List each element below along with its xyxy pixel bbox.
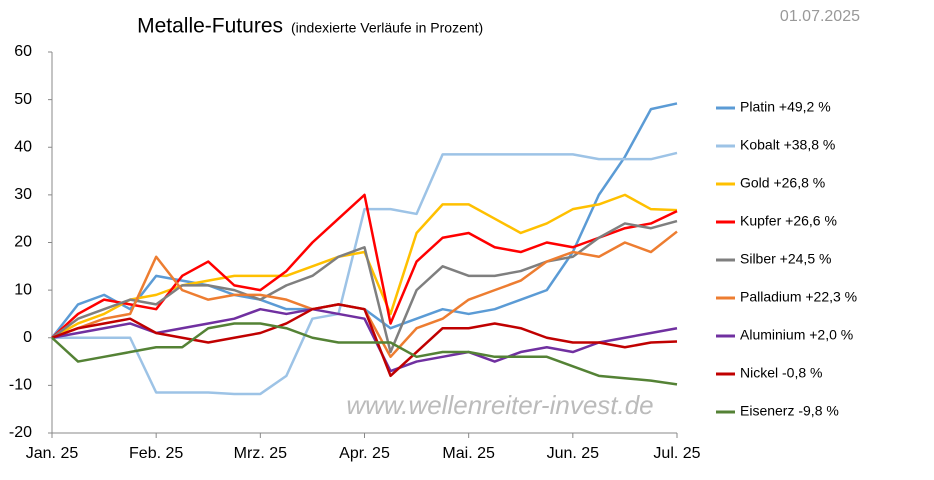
legend-label: Kupfer +26,6 %: [740, 213, 837, 229]
series-line: [51, 303, 678, 378]
y-tick-label: -20: [9, 424, 32, 441]
legend-label: Eisenerz -9,8 %: [740, 403, 839, 419]
x-tick-label: Mrz. 25: [234, 445, 287, 462]
x-tick-label: Mai. 25: [442, 445, 495, 462]
x-tick-label: Apr. 25: [339, 445, 390, 462]
series-line: [52, 151, 678, 396]
x-tick-label: Jul. 25: [653, 445, 700, 462]
chart-date: 01.07.2025: [780, 8, 860, 25]
series-line: [51, 219, 678, 354]
legend-label: Nickel -0,8 %: [740, 365, 822, 381]
series-line: [51, 307, 678, 373]
legend-label: Aluminium +2,0 %: [740, 327, 853, 343]
y-tick-label: 50: [14, 91, 32, 108]
series-line: [51, 193, 678, 339]
y-tick-label: 30: [14, 186, 32, 203]
y-tick-label: 0: [23, 329, 32, 346]
legend-label: Kobalt +38,8 %: [740, 137, 835, 153]
legend-label: Platin +49,2 %: [740, 99, 831, 115]
watermark: www.wellenreiter-invest.de: [346, 390, 653, 420]
x-tick-label: Jun. 25: [547, 445, 600, 462]
legend-label: Palladium +22,3 %: [740, 289, 857, 305]
y-tick-label: 60: [14, 43, 32, 60]
y-tick-label: 10: [14, 281, 32, 298]
chart-title: Metalle-Futures: [137, 15, 283, 38]
series-line: [51, 322, 678, 386]
x-tick-label: Feb. 25: [129, 445, 183, 462]
legend-label: Gold +26,8 %: [740, 175, 825, 191]
legend-label: Silber +24,5 %: [740, 251, 831, 267]
chart-subtitle: (indexierte Verläufe in Prozent): [291, 20, 483, 36]
y-tick-label: -10: [9, 377, 32, 394]
x-tick-label: Jan. 25: [26, 445, 79, 462]
y-tick-label: 40: [14, 138, 32, 155]
y-tick-label: 20: [14, 234, 32, 251]
series-line: [51, 193, 678, 339]
